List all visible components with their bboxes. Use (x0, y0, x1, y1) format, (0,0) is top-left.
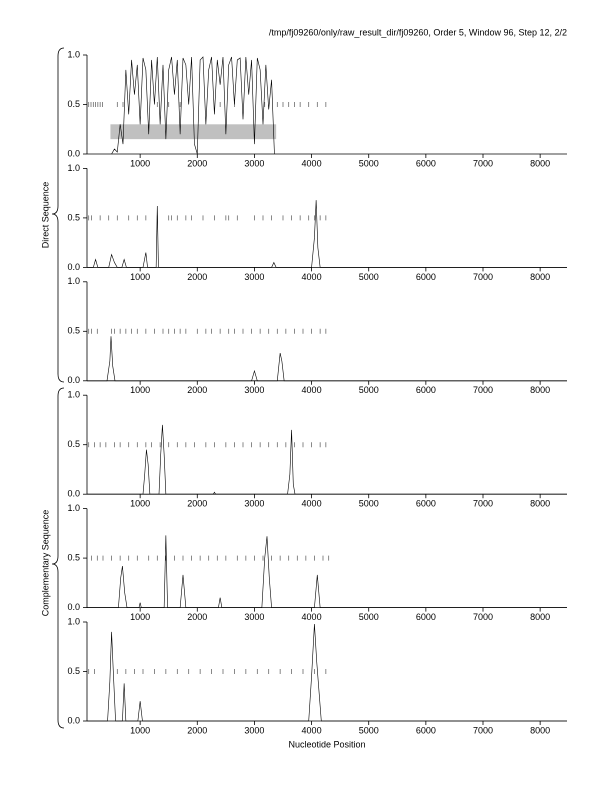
signal-line (87, 623, 567, 722)
x-tick-label: 5000 (359, 158, 379, 168)
x-tick-label: 3000 (244, 612, 264, 622)
x-tick-label: 5000 (359, 612, 379, 622)
y-tick-label: 0.0 (67, 715, 80, 725)
x-tick-label: 6000 (416, 158, 436, 168)
x-tick-label: 7000 (473, 272, 493, 282)
x-tick-label: 7000 (473, 499, 493, 509)
x-tick-label: 4000 (302, 158, 322, 168)
group-brace (51, 387, 65, 729)
y-tick-label: 1.0 (67, 390, 80, 400)
y-tick-label: 0.5 (67, 666, 80, 676)
y-tick-label: 1.0 (67, 163, 80, 173)
x-tick-label: 8000 (530, 272, 550, 282)
y-tick-label: 0.5 (67, 439, 80, 449)
signal-line (87, 336, 567, 382)
x-tick-label: 3000 (244, 385, 264, 395)
x-tick-label: 5000 (359, 725, 379, 735)
y-tick-label: 0.5 (67, 552, 80, 562)
group-label: Complementary Sequence (40, 510, 50, 617)
x-tick-label: 4000 (302, 612, 322, 622)
x-tick-label: 7000 (473, 158, 493, 168)
y-tick-label: 1.0 (67, 276, 80, 286)
y-tick-label: 0.0 (67, 602, 80, 612)
x-tick-label: 6000 (416, 725, 436, 735)
x-tick-label: 6000 (416, 385, 436, 395)
x-tick-label: 2000 (187, 499, 207, 509)
y-tick-label: 1.0 (67, 616, 80, 626)
x-tick-label: 8000 (530, 158, 550, 168)
x-tick-label: 1000 (130, 272, 150, 282)
x-tick-label: 7000 (473, 385, 493, 395)
group-brace (51, 47, 65, 383)
signal-line (87, 535, 567, 608)
signal-line (87, 200, 567, 268)
x-tick-label: 2000 (187, 725, 207, 735)
x-tick-label: 2000 (187, 272, 207, 282)
x-tick-label: 1000 (130, 385, 150, 395)
x-tick-label: 3000 (244, 158, 264, 168)
x-tick-label: 3000 (244, 272, 264, 282)
y-tick-label: 0.5 (67, 326, 80, 336)
x-tick-label: 6000 (416, 272, 436, 282)
group-label: Direct Sequence (40, 182, 50, 249)
coding-region (110, 124, 277, 140)
x-tick-label: 2000 (187, 385, 207, 395)
x-tick-label: 4000 (302, 725, 322, 735)
x-tick-label: 8000 (530, 385, 550, 395)
x-tick-label: 4000 (302, 272, 322, 282)
x-tick-label: 2000 (187, 158, 207, 168)
x-tick-label: 1000 (130, 612, 150, 622)
x-tick-label: 2000 (187, 612, 207, 622)
y-tick-label: 1.0 (67, 49, 80, 59)
y-tick-label: 1.0 (67, 503, 80, 513)
x-tick-label: 8000 (530, 725, 550, 735)
x-tick-label: 6000 (416, 499, 436, 509)
x-tick-label: 8000 (530, 612, 550, 622)
y-tick-label: 0.0 (67, 262, 80, 272)
y-tick-label: 0.5 (67, 99, 80, 109)
y-tick-label: 0.0 (67, 375, 80, 385)
x-tick-label: 7000 (473, 725, 493, 735)
x-axis-label: Nucleotide Position (288, 739, 365, 749)
signal-line (111, 56, 275, 155)
x-tick-label: 4000 (302, 385, 322, 395)
x-tick-label: 7000 (473, 612, 493, 622)
x-tick-label: 1000 (130, 725, 150, 735)
x-tick-label: 5000 (359, 272, 379, 282)
x-tick-label: 8000 (530, 499, 550, 509)
x-tick-label: 5000 (359, 385, 379, 395)
y-tick-label: 0.0 (67, 489, 80, 499)
x-tick-label: 1000 (130, 158, 150, 168)
signal-line (87, 424, 567, 495)
x-tick-label: 5000 (359, 499, 379, 509)
x-tick-label: 4000 (302, 499, 322, 509)
x-tick-label: 3000 (244, 499, 264, 509)
y-tick-label: 0.5 (67, 212, 80, 222)
x-tick-label: 1000 (130, 499, 150, 509)
y-tick-label: 0.0 (67, 148, 80, 158)
x-tick-label: 6000 (416, 612, 436, 622)
chart-title: /tmp/fj09260/only/raw_result_dir/fj09260… (269, 27, 567, 37)
x-tick-label: 3000 (244, 725, 264, 735)
